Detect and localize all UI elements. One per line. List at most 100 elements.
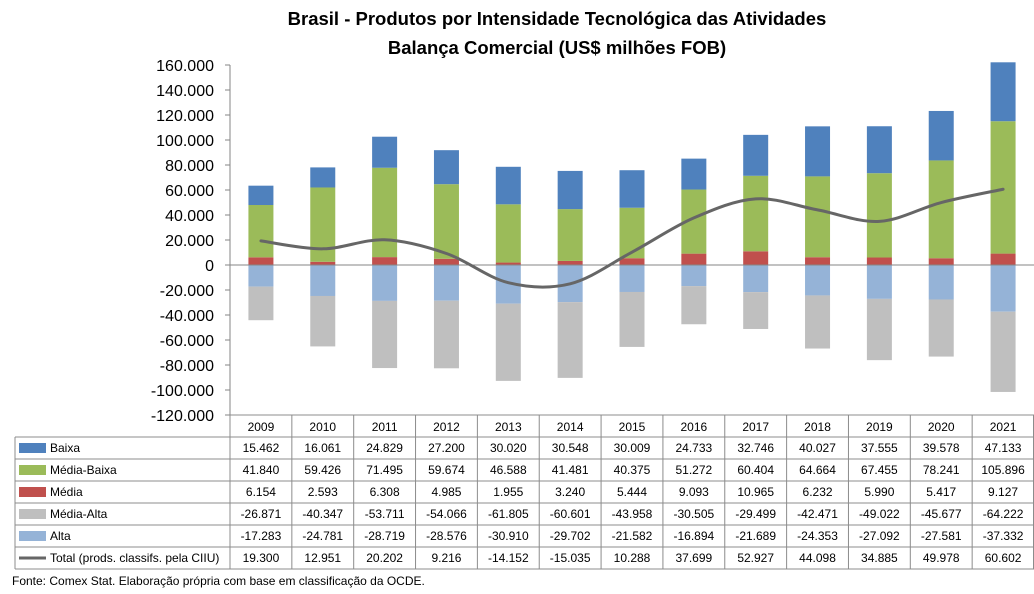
y-tick-label: -60.000 xyxy=(160,333,214,350)
bar-media-baixa-2017 xyxy=(743,175,769,252)
data-label-alta: -37.332 xyxy=(983,529,1024,543)
x-tick-label: 2017 xyxy=(742,420,769,434)
data-label-media: 10.965 xyxy=(737,485,774,499)
bar-alta-2010 xyxy=(310,265,336,296)
x-tick-label: 2014 xyxy=(557,420,584,434)
data-label-media-alta: -30.505 xyxy=(673,507,714,521)
data-label-media: 9.093 xyxy=(679,485,709,499)
data-label-media-alta: -40.347 xyxy=(302,507,343,521)
data-table: 2009 2010 2011 2012 2013 2014 2015 2016 2017 2018… xyxy=(14,414,1034,570)
y-tick-label: -20.000 xyxy=(160,283,214,300)
data-label-alta: -16.894 xyxy=(673,529,714,543)
bar-media-alta-2021 xyxy=(990,311,1016,392)
y-tick-label: -40.000 xyxy=(160,308,214,325)
bar-media-alta-2017 xyxy=(743,292,769,329)
data-label-alta: -27.092 xyxy=(859,529,900,543)
data-label-media-baixa: 46.588 xyxy=(490,463,527,477)
data-label-media-baixa: 40.375 xyxy=(614,463,651,477)
bar-baixa-2020 xyxy=(928,110,954,161)
data-label-media-baixa: 60.404 xyxy=(737,463,774,477)
data-label-media-alta: -45.677 xyxy=(921,507,962,521)
bar-media-baixa-2013 xyxy=(495,204,521,263)
data-label-media-alta: -49.022 xyxy=(859,507,900,521)
y-axis: 160.000 140.000 120.000 100.000 80.000 60.000… xyxy=(151,58,231,425)
data-label-media-baixa: 71.495 xyxy=(366,463,403,477)
data-label-baixa: 32.746 xyxy=(737,441,774,455)
data-label-baixa: 40.027 xyxy=(799,441,836,455)
bar-baixa-2015 xyxy=(619,170,645,208)
data-label-media-alta: -43.958 xyxy=(612,507,653,521)
data-label-media-alta: -64.222 xyxy=(983,507,1024,521)
legend-label-media: Média xyxy=(50,485,83,499)
bar-media-2013 xyxy=(495,262,521,265)
data-label-media: 9.127 xyxy=(988,485,1018,499)
bar-media-2020 xyxy=(928,258,954,265)
y-tick-label: 100.000 xyxy=(156,133,214,150)
data-label-baixa: 24.829 xyxy=(366,441,403,455)
bar-media-alta-2011 xyxy=(372,300,398,369)
data-label-media-baixa: 41.481 xyxy=(552,463,589,477)
data-label-media-baixa: 105.896 xyxy=(981,463,1025,477)
legend-label-media-alta: Média-Alta xyxy=(50,507,108,521)
data-label-media: 5.990 xyxy=(864,485,894,499)
data-label-baixa: 15.462 xyxy=(243,441,280,455)
data-label-baixa: 24.733 xyxy=(675,441,712,455)
data-label-baixa: 16.061 xyxy=(304,441,341,455)
data-label-media-baixa: 64.664 xyxy=(799,463,836,477)
data-label-media-baixa: 78.241 xyxy=(923,463,960,477)
bar-media-baixa-2010 xyxy=(310,187,336,262)
bar-alta-2021 xyxy=(990,265,1016,312)
data-label-baixa: 47.133 xyxy=(985,441,1022,455)
y-tick-label: -120.000 xyxy=(151,408,214,425)
bar-media-2014 xyxy=(557,260,583,265)
y-tick-label: 140.000 xyxy=(156,83,214,100)
bar-media-2009 xyxy=(248,257,274,265)
data-label-alta: -30.910 xyxy=(488,529,529,543)
legend-key-media-baixa xyxy=(19,465,46,475)
data-label-media-alta: -42.471 xyxy=(797,507,838,521)
data-label-total-prods-classifs-pela-ciiu: 60.602 xyxy=(985,551,1022,565)
chart-subtitle: Balança Comercial (US$ milhões FOB) xyxy=(388,37,726,58)
legend-label-total-prods-classifs-pela-ciiu: Total (prods. classifs. pela CIIU) xyxy=(50,551,219,565)
y-tick-label: 20.000 xyxy=(165,233,214,250)
y-tick-label: -80.000 xyxy=(160,358,214,375)
legend-label-baixa: Baixa xyxy=(50,441,80,455)
bar-baixa-2014 xyxy=(557,170,583,210)
bar-alta-2020 xyxy=(928,265,954,300)
bar-media-2016 xyxy=(681,253,707,265)
data-label-media-baixa: 51.272 xyxy=(675,463,712,477)
data-label-total-prods-classifs-pela-ciiu: -15.035 xyxy=(550,551,591,565)
legend-key-media-alta xyxy=(19,509,46,519)
data-label-media: 4.985 xyxy=(431,485,461,499)
bar-media-2021 xyxy=(990,253,1016,265)
bar-alta-2017 xyxy=(743,265,769,293)
bar-alta-2011 xyxy=(372,265,398,301)
data-label-media: 5.417 xyxy=(926,485,956,499)
bar-baixa-2011 xyxy=(372,136,398,168)
bar-media-baixa-2015 xyxy=(619,207,645,259)
bar-media-alta-2018 xyxy=(805,295,831,349)
bar-baixa-2009 xyxy=(248,185,274,206)
data-label-media: 6.232 xyxy=(803,485,833,499)
bar-baixa-2013 xyxy=(495,166,521,205)
y-tick-label: 60.000 xyxy=(165,183,214,200)
x-tick-label: 2015 xyxy=(619,420,646,434)
data-label-media-alta: -26.871 xyxy=(241,507,282,521)
bar-media-2017 xyxy=(743,251,769,265)
data-label-alta: -24.781 xyxy=(302,529,343,543)
data-label-total-prods-classifs-pela-ciiu: 49.978 xyxy=(923,551,960,565)
bar-media-alta-2016 xyxy=(681,286,707,325)
data-label-total-prods-classifs-pela-ciiu: 44.098 xyxy=(799,551,836,565)
data-label-media-baixa: 59.674 xyxy=(428,463,465,477)
bar-media-baixa-2009 xyxy=(248,205,274,258)
bar-alta-2018 xyxy=(805,265,831,296)
bar-media-baixa-2014 xyxy=(557,209,583,261)
x-tick-label: 2011 xyxy=(372,420,398,434)
x-tick-label: 2012 xyxy=(433,420,460,434)
bar-baixa-2018 xyxy=(805,126,831,177)
data-label-alta: -24.353 xyxy=(797,529,838,543)
data-label-media: 6.154 xyxy=(246,485,276,499)
bar-baixa-2021 xyxy=(990,62,1016,122)
bar-baixa-2012 xyxy=(433,150,459,185)
legend-key-media xyxy=(19,487,46,497)
